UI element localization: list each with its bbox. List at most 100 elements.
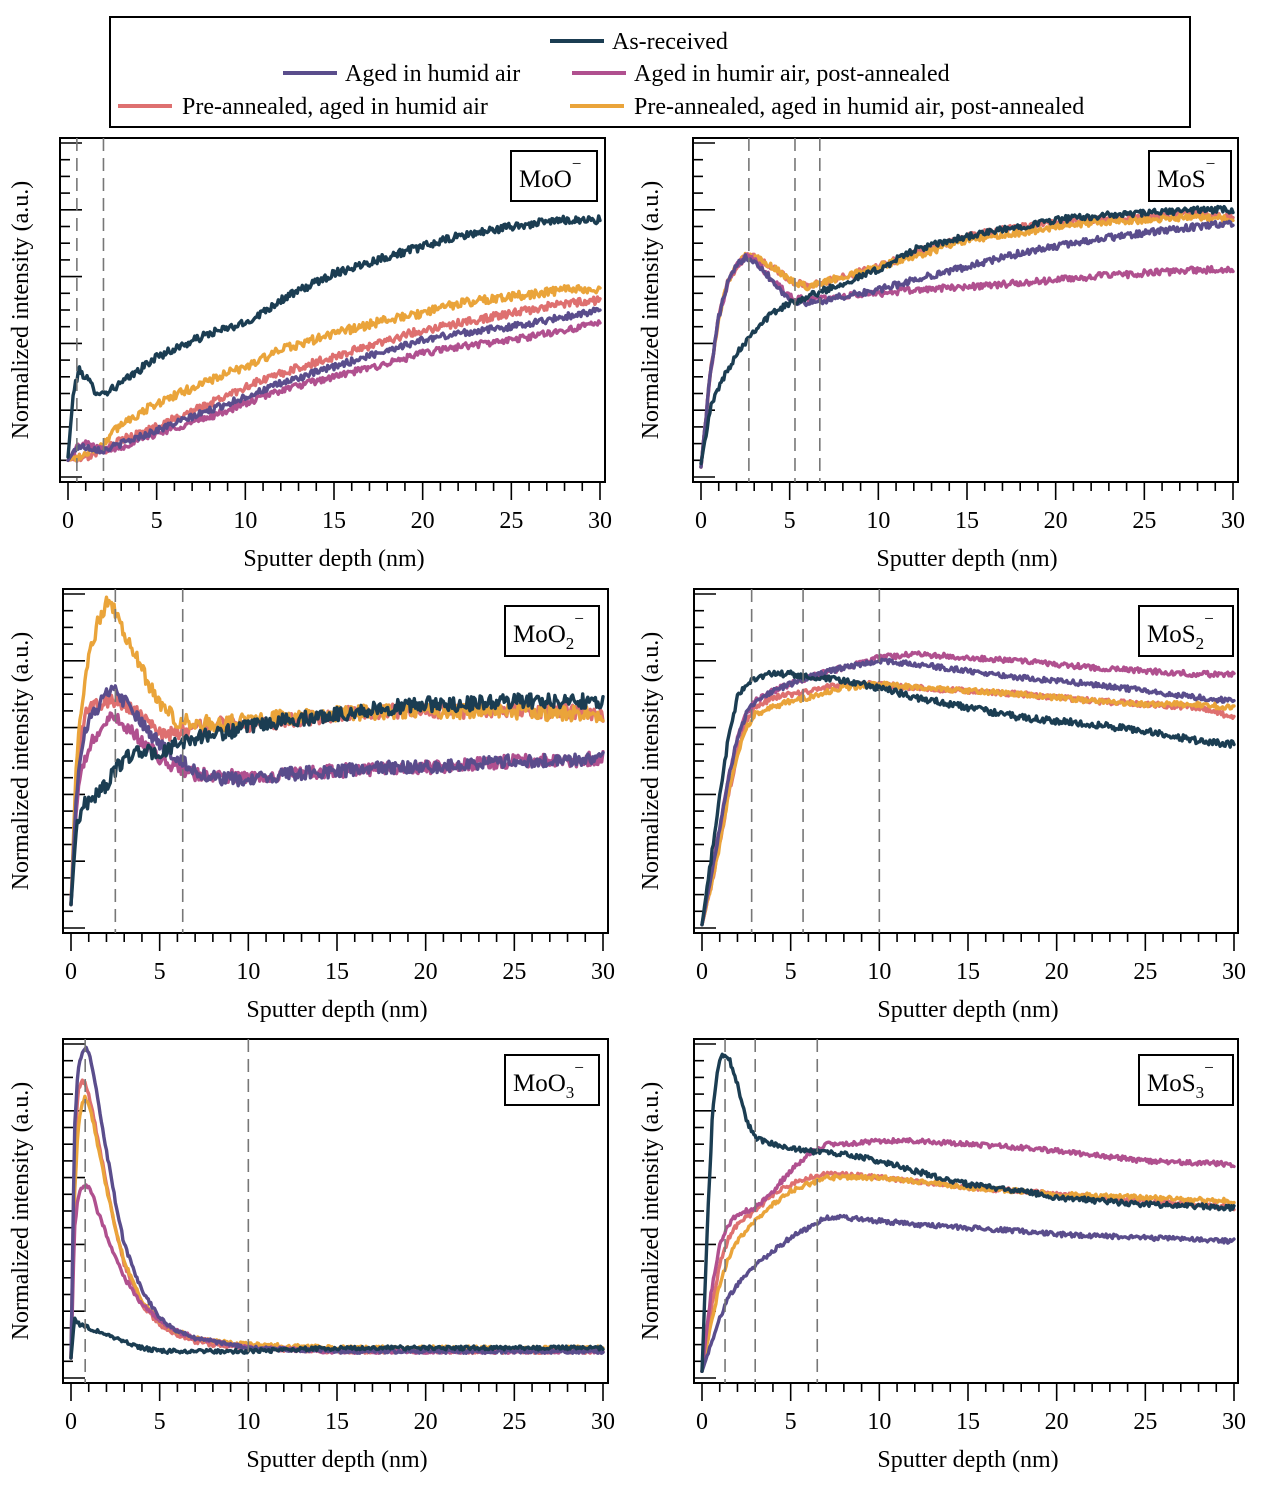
x-tick-label: 0 (62, 508, 74, 534)
species-label-box (504, 1054, 600, 1106)
species-label-box (1138, 1054, 1234, 1106)
series-line-aged-in-humir-air-post-annealed (66, 319, 602, 462)
x-axis-label: Sputter depth (nm) (246, 1447, 427, 1473)
y-axis-label: Normalized intensity (a.u.) (8, 181, 34, 440)
y-axis-label: Normalized intensity (a.u.) (8, 632, 34, 891)
x-axis-label: Sputter depth (nm) (246, 997, 427, 1023)
series-group (66, 214, 602, 463)
series-line-pre-annealed-aged-in-humid-air-post-annealed (66, 284, 602, 462)
species-label: MoS− (1157, 154, 1215, 193)
series-line-pre-annealed-aged-in-humid-air (69, 692, 605, 907)
x-tick-label: 30 (591, 1409, 615, 1435)
x-tick-label: 20 (1045, 959, 1069, 985)
series-line-as-received (66, 214, 602, 459)
x-axis-label: Sputter depth (nm) (877, 997, 1058, 1023)
x-tick-label: 0 (696, 959, 708, 985)
x-tick-label: 30 (1222, 959, 1246, 985)
panels: 0 5 10 15 20 25 30 Sputter depth (nm) Normalized… (8, 137, 1246, 1473)
x-tick-label: 20 (1044, 508, 1068, 534)
x-tick-label: 15 (956, 1409, 980, 1435)
series-line-aged-in-humid-air (699, 219, 1235, 469)
x-tick-label: 0 (65, 959, 77, 985)
legend-label-as-received: As-received (612, 29, 728, 55)
x-axis-label: Sputter depth (nm) (876, 546, 1057, 572)
series-line-aged-in-humir-air-post-annealed (699, 252, 1235, 469)
series-line-as-received (69, 1316, 605, 1360)
panel-6: 0 5 10 15 20 25 30 Sputter depth (nm) Normalized… (638, 1038, 1246, 1473)
legend: As-received Aged in humid air Aged in hu… (109, 16, 1191, 128)
x-tick-label: 30 (588, 508, 612, 534)
y-axis-label: Normalized intensity (a.u.) (638, 181, 664, 440)
series-group (69, 595, 605, 907)
series-line-aged-in-humid-air (69, 684, 605, 907)
series-group (699, 204, 1235, 469)
species-label: MoO2− (513, 609, 584, 653)
legend-label-aged: Aged in humid air (345, 61, 520, 87)
x-tick-label: 5 (785, 1409, 797, 1435)
x-tick-label: 5 (151, 508, 163, 534)
species-label: MoS3− (1147, 1058, 1214, 1102)
legend-label-pre-annealed-post-annealed: Pre-annealed, aged in humid air, post-an… (634, 94, 1084, 120)
x-tick-label: 0 (696, 1409, 708, 1435)
series-group (69, 1045, 605, 1360)
x-tick-label: 10 (236, 959, 260, 985)
series-line-as-received (699, 204, 1235, 466)
series-group (700, 650, 1236, 927)
x-axis-label: Sputter depth (nm) (877, 1447, 1058, 1473)
series-line-as-received (700, 669, 1236, 927)
x-tick-label: 25 (1133, 1409, 1157, 1435)
species-label: MoS2− (1147, 609, 1214, 653)
x-tick-label: 20 (1045, 1409, 1069, 1435)
x-tick-label: 25 (502, 959, 526, 985)
species-label-box (1148, 150, 1232, 202)
series-line-aged-in-humir-air-post-annealed (69, 1183, 605, 1360)
x-tick-label: 10 (866, 508, 890, 534)
species-label-box (1138, 605, 1234, 657)
series-line-aged-in-humid-air (700, 1213, 1236, 1373)
x-tick-label: 15 (955, 508, 979, 534)
y-axis-label: Normalized intensity (a.u.) (638, 1082, 664, 1341)
panel-2: 0 5 10 15 20 25 30 Sputter depth (nm) Normalized… (638, 137, 1245, 572)
panel-1: 0 5 10 15 20 25 30 Sputter depth (nm) Normalized… (8, 137, 612, 572)
x-tick-label: 10 (867, 959, 891, 985)
x-tick-label: 5 (154, 1409, 166, 1435)
x-tick-label: 15 (322, 508, 346, 534)
series-line-aged-in-humir-air-post-annealed (700, 1137, 1236, 1373)
series-line-aged-in-humid-air (700, 657, 1236, 927)
species-label: MoO− (519, 154, 581, 193)
x-tick-label: 25 (499, 508, 523, 534)
x-tick-label: 0 (65, 1409, 77, 1435)
x-tick-label: 30 (591, 959, 615, 985)
series-group (700, 1052, 1236, 1373)
series-line-pre-annealed-aged-in-humid-air-post-annealed (700, 680, 1236, 927)
y-axis-label: Normalized intensity (a.u.) (638, 632, 664, 891)
x-tick-label: 5 (154, 959, 166, 985)
panel-3: 0 5 10 15 20 25 30 Sputter depth (nm) Normalized… (8, 588, 615, 1023)
x-tick-label: 20 (414, 959, 438, 985)
species-label-box (510, 150, 598, 202)
x-tick-label: 25 (1132, 508, 1156, 534)
species-label: MoO3− (513, 1058, 584, 1102)
x-tick-label: 15 (325, 1409, 349, 1435)
x-tick-label: 30 (1221, 508, 1245, 534)
series-line-aged-in-humid-air (69, 1045, 605, 1360)
series-line-pre-annealed-aged-in-humid-air (699, 208, 1235, 469)
x-tick-label: 15 (325, 959, 349, 985)
x-tick-label: 25 (1133, 959, 1157, 985)
series-line-aged-in-humid-air (66, 306, 602, 462)
series-line-as-received (700, 1052, 1236, 1373)
x-tick-label: 0 (695, 508, 707, 534)
x-tick-label: 20 (411, 508, 435, 534)
legend-label-aged-post-annealed: Aged in humir air, post-annealed (634, 61, 950, 87)
x-axis-label: Sputter depth (nm) (243, 546, 424, 572)
legend-label-pre-annealed: Pre-annealed, aged in humid air (182, 94, 488, 120)
series-line-pre-annealed-aged-in-humid-air-post-annealed (699, 212, 1235, 469)
series-line-pre-annealed-aged-in-humid-air (69, 1078, 605, 1360)
series-line-pre-annealed-aged-in-humid-air (700, 679, 1236, 927)
x-tick-label: 10 (233, 508, 257, 534)
x-tick-label: 15 (956, 959, 980, 985)
x-tick-label: 5 (785, 959, 797, 985)
panel-4: 0 5 10 15 20 25 30 Sputter depth (nm) Normalized… (638, 588, 1246, 1023)
series-line-pre-annealed-aged-in-humid-air (66, 295, 602, 463)
